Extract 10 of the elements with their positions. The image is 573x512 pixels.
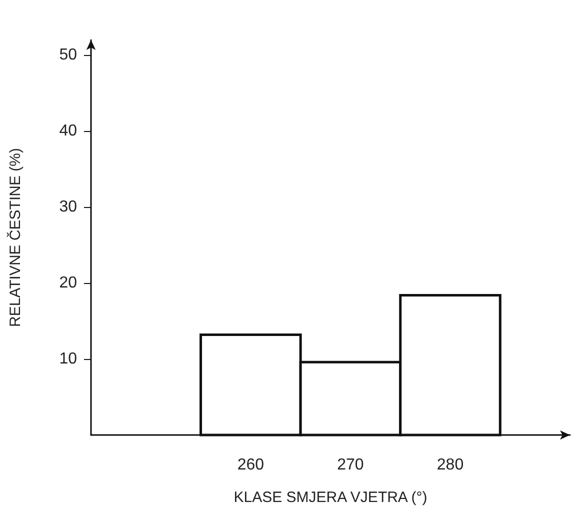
y-tick-label: 50 [59,46,78,64]
y-tick-label: 30 [59,198,78,216]
x-axis-title: KLASE SMJERA VJETRA (°) [234,489,428,506]
y-tick-label: 20 [59,274,78,292]
x-tick-label: 260 [237,456,264,474]
y-tick-label: 40 [59,122,78,140]
x-tick-label: 270 [337,456,364,474]
y-tick-label: 10 [59,350,78,368]
x-tick-label: 280 [436,456,464,474]
y-axis-title: RELATIVNE ČESTINE (%) [6,148,24,327]
